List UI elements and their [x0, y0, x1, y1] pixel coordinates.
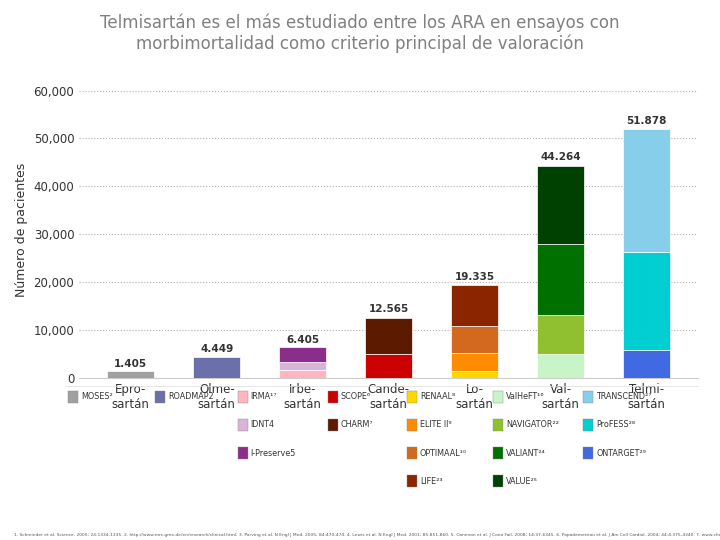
Bar	[365, 354, 413, 378]
Text: IDNT4: IDNT4	[251, 421, 274, 429]
Text: VALIANT²⁴: VALIANT²⁴	[506, 449, 546, 457]
Text: Telmisartán es el más estudiado entre los ARA en ensayos con
morbimortalidad com: Telmisartán es el más estudiado entre lo…	[100, 14, 620, 53]
Bar	[537, 166, 585, 244]
Text: ProFESS²⁸: ProFESS²⁸	[596, 421, 635, 429]
Y-axis label: Número de pacientes: Número de pacientes	[15, 163, 28, 296]
Text: SCOPE⁶: SCOPE⁶	[341, 393, 371, 401]
Bar	[623, 349, 670, 378]
Text: LIFE²³: LIFE²³	[420, 477, 442, 485]
Text: 6.405: 6.405	[287, 335, 320, 345]
Bar	[279, 347, 326, 362]
Bar	[623, 252, 670, 349]
Bar	[537, 244, 585, 315]
Bar	[365, 318, 413, 354]
Text: 4.449: 4.449	[200, 345, 233, 354]
Text: IRMA¹⁷: IRMA¹⁷	[251, 393, 277, 401]
Text: 1.405: 1.405	[114, 359, 148, 369]
Text: ONTARGET²⁹: ONTARGET²⁹	[596, 449, 646, 457]
Text: NAVIGATOR²²: NAVIGATOR²²	[506, 421, 559, 429]
Text: OPTIMAAL¹⁰: OPTIMAAL¹⁰	[420, 449, 467, 457]
Bar	[537, 354, 585, 378]
Bar	[451, 371, 498, 378]
Text: MOSES²: MOSES²	[81, 393, 113, 401]
Text: I-Preserve5: I-Preserve5	[251, 449, 296, 457]
Text: 44.264: 44.264	[541, 152, 581, 162]
Text: CHARM⁷: CHARM⁷	[341, 421, 373, 429]
Text: 1. Schmieder et al. Science. 2005; 24:1334-1335. 2. http://www.mrc.gmx.de/en/res: 1. Schmieder et al. Science. 2005; 24:13…	[14, 534, 720, 537]
Bar	[107, 372, 155, 378]
Text: VALUE²⁵: VALUE²⁵	[506, 477, 538, 485]
Bar	[451, 326, 498, 353]
Bar	[279, 362, 326, 370]
Text: 19.335: 19.335	[455, 272, 495, 281]
Bar	[623, 130, 670, 252]
Text: 51.878: 51.878	[626, 116, 667, 126]
Text: ValHeFT¹⁶: ValHeFT¹⁶	[506, 393, 545, 401]
Text: RENAAL⁸: RENAAL⁸	[420, 393, 455, 401]
Text: 12.565: 12.565	[369, 304, 409, 314]
Bar	[193, 357, 240, 378]
Bar	[537, 315, 585, 354]
Text: TRANSCEND²⁷: TRANSCEND²⁷	[596, 393, 652, 401]
Text: ROADMAP2: ROADMAP2	[168, 393, 213, 401]
Bar	[451, 353, 498, 371]
Bar	[279, 370, 326, 378]
Bar	[451, 285, 498, 326]
Text: ELITE II⁹: ELITE II⁹	[420, 421, 451, 429]
